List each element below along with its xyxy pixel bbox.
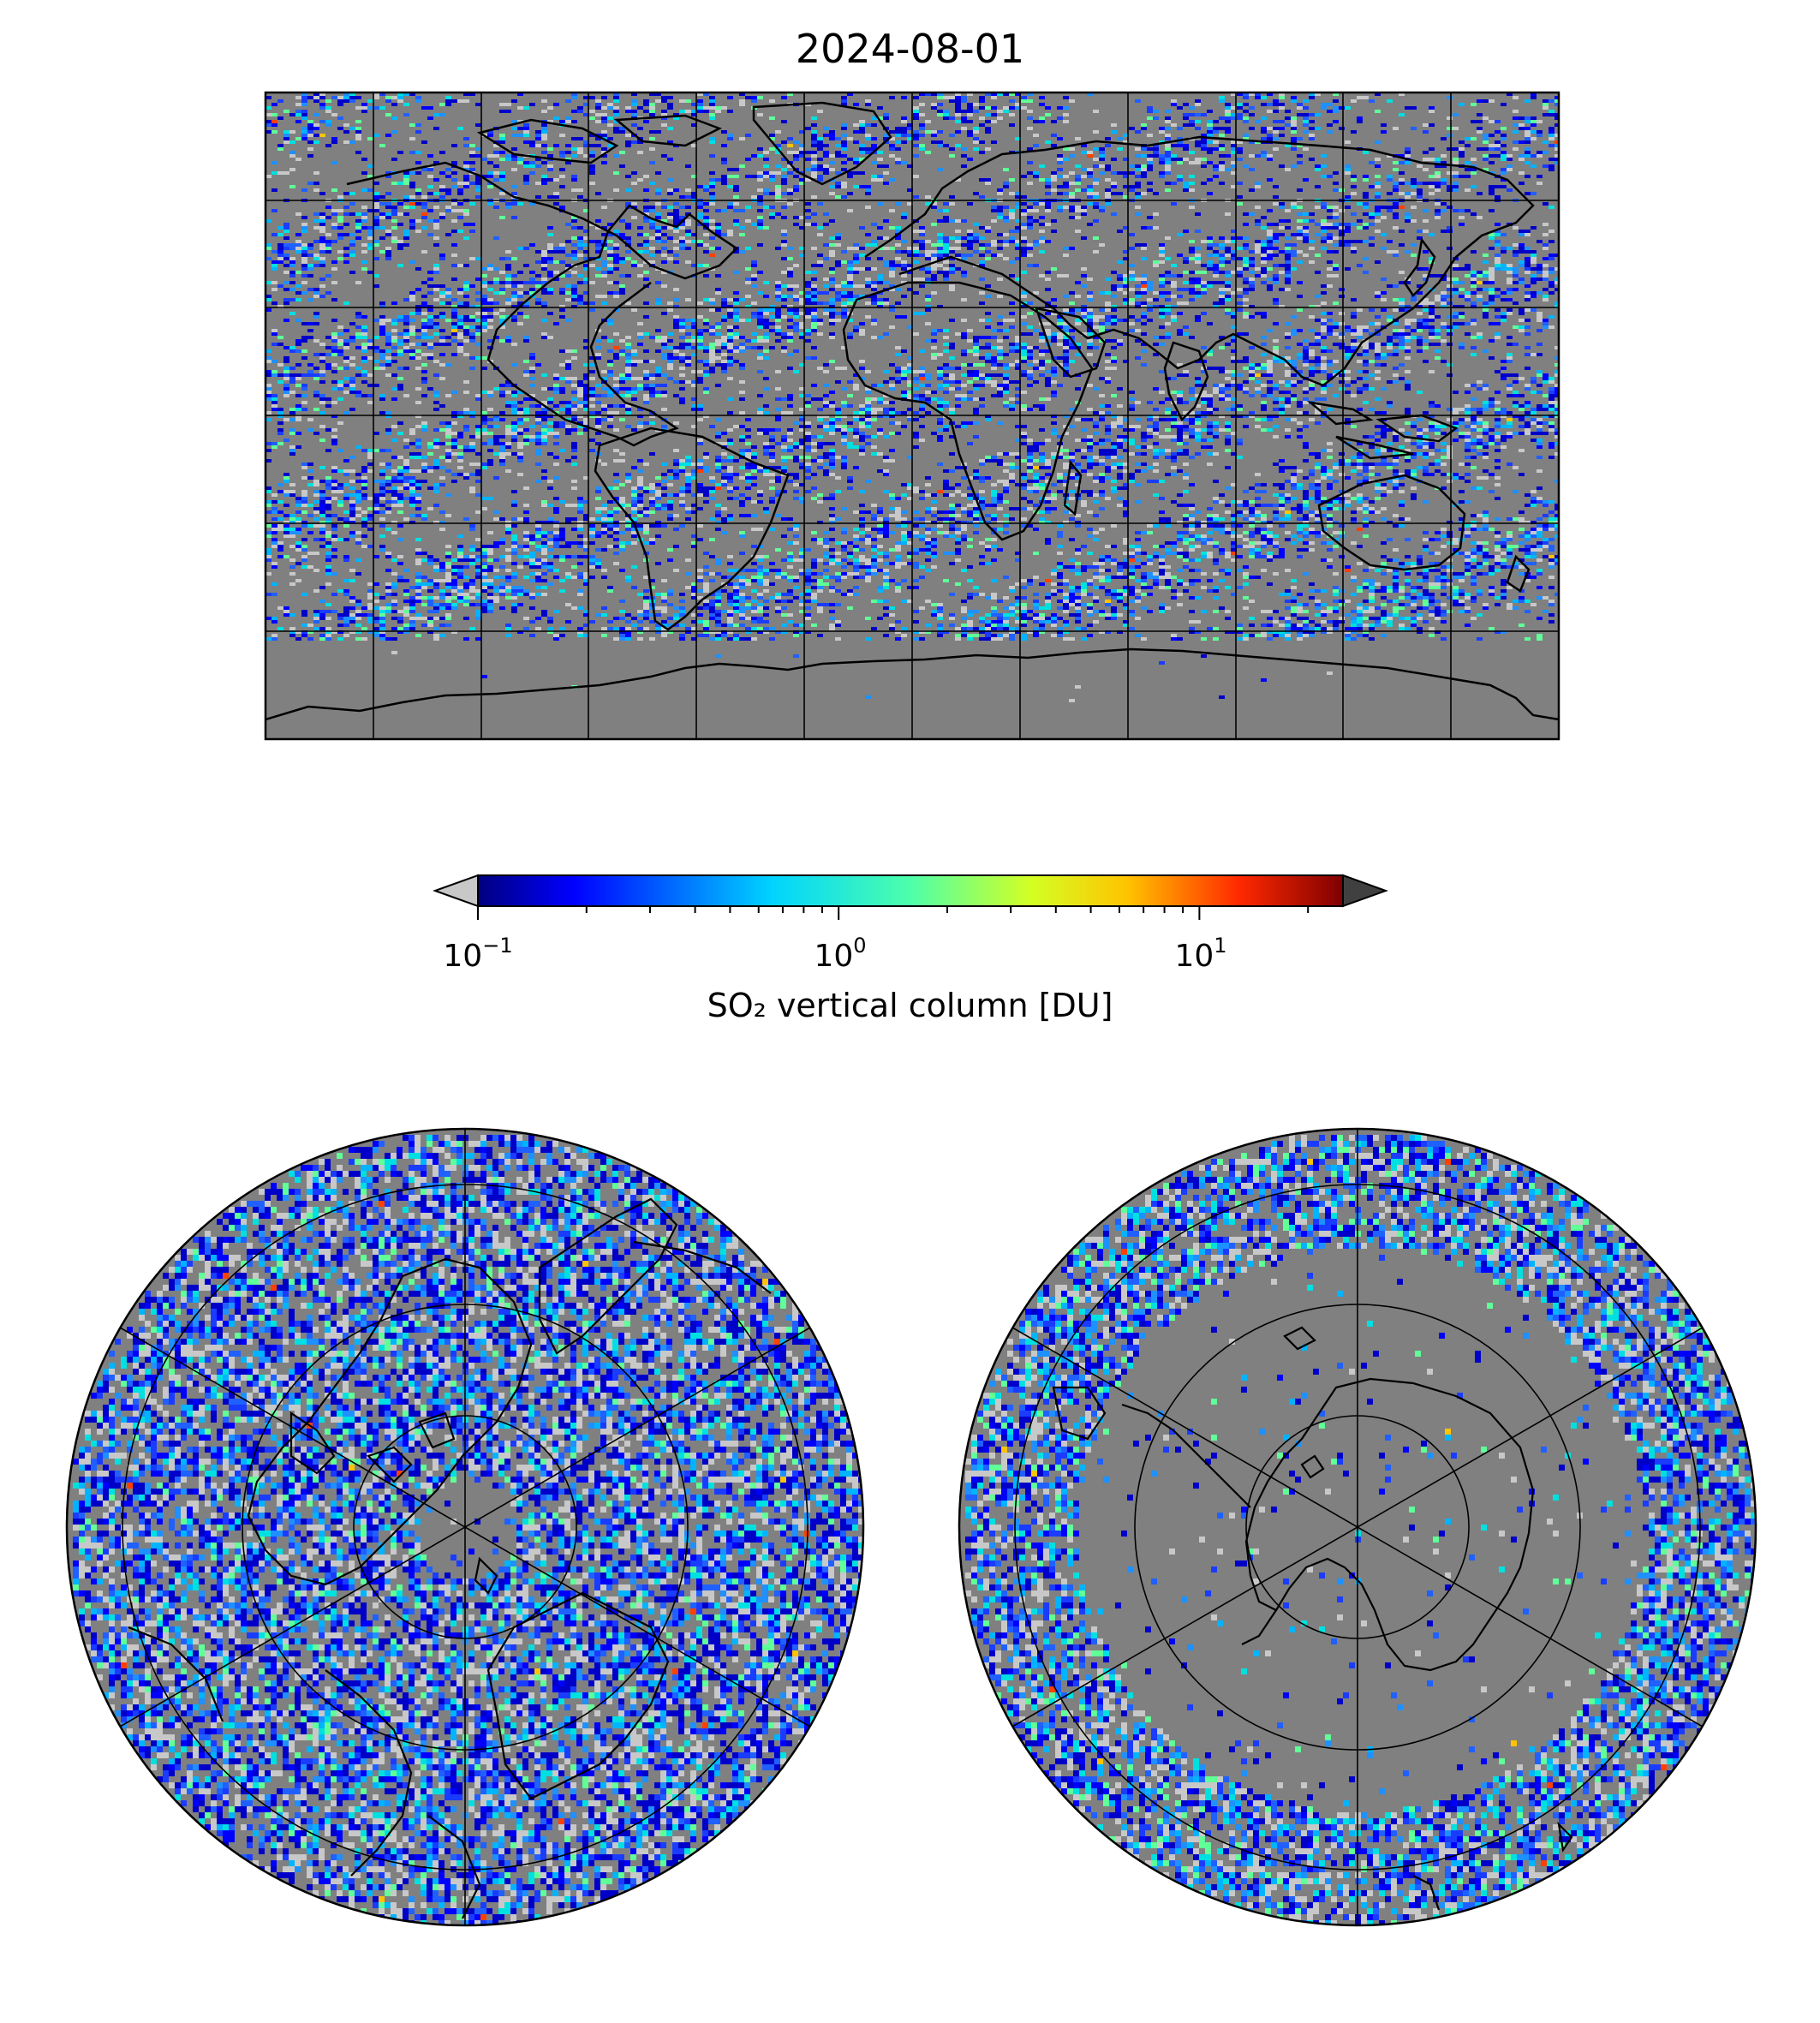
- north-polar-map: [65, 1127, 865, 1927]
- north-polar-frame: [65, 1127, 865, 1927]
- colorbar-tick-label-mid: 100: [814, 934, 866, 974]
- global-map-frame: [264, 91, 1560, 741]
- south-polar-frame: [958, 1127, 1757, 1927]
- colorbar-tick-label-high: 101: [1174, 934, 1226, 974]
- south-polar-so2-field: [965, 1135, 1756, 1925]
- colorbar-gradient: [478, 875, 1343, 906]
- colorbar-frame: [477, 874, 1344, 907]
- south-polar-map: [958, 1127, 1757, 1927]
- colorbar-tick-marks: [477, 906, 1310, 920]
- north-polar-coastlines: [128, 1197, 772, 1919]
- figure-title: 2024-08-01: [0, 26, 1820, 72]
- south-polar-coastlines: [1052, 1326, 1573, 1911]
- colorbar-extend-high: [1342, 874, 1388, 908]
- south-polar-gridlines: [1011, 1129, 1704, 1925]
- colorbar: [433, 874, 1388, 920]
- global-gridlines: [266, 92, 1559, 739]
- colorbar-label: SO₂ vertical column [DU]: [0, 987, 1820, 1024]
- global-so2-field: [266, 92, 1559, 702]
- global-coastlines: [266, 101, 1559, 721]
- colorbar-extend-low: [433, 874, 479, 908]
- global-map: [264, 91, 1560, 741]
- colorbar-tick-label-low: 10−1: [443, 934, 512, 974]
- north-polar-gridlines: [119, 1129, 811, 1925]
